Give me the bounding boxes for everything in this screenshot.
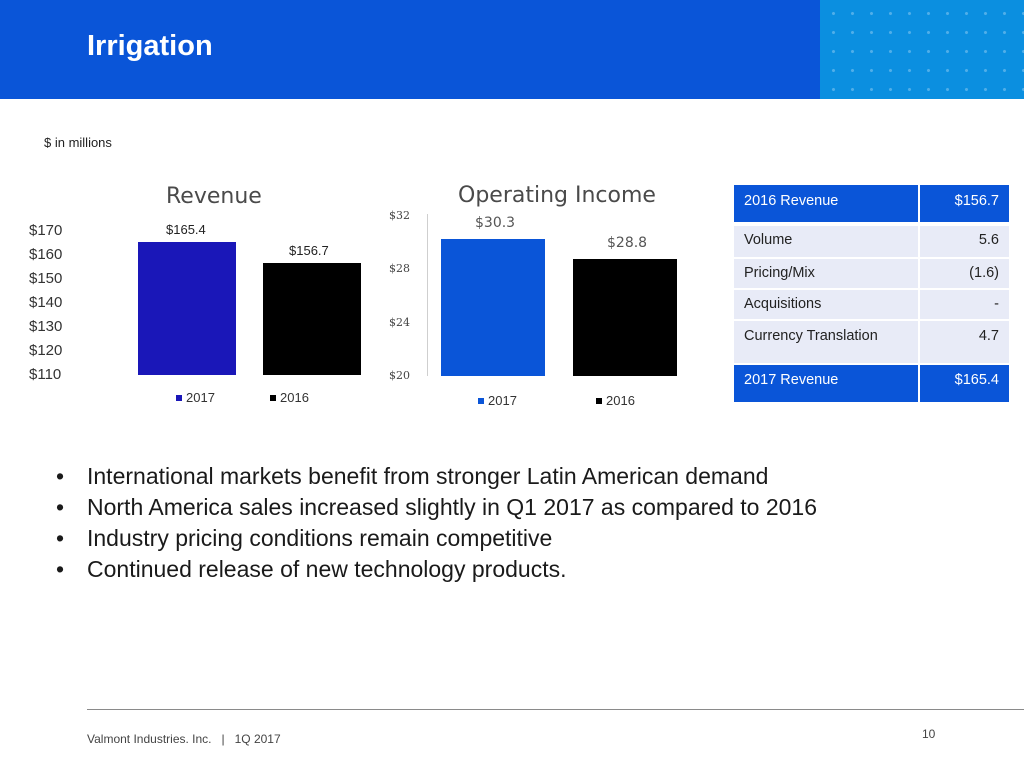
bridge-row: Pricing/Mix (1.6) bbox=[734, 259, 1009, 288]
units-note: $ in millions bbox=[44, 135, 112, 150]
bridge-row: Currency Translation 4.7 bbox=[734, 321, 1009, 363]
y-tick-label: $160 bbox=[29, 246, 63, 263]
revenue-chart-title: Revenue bbox=[166, 184, 262, 209]
y-tick-label: $24 bbox=[389, 315, 410, 329]
footer-company: Valmont Industries. Inc. | 1Q 2017 bbox=[87, 732, 281, 746]
bridge-start-value: $156.7 bbox=[920, 185, 1009, 222]
bridge-end-label: 2017 Revenue bbox=[734, 365, 918, 402]
bridge-item-value: 5.6 bbox=[920, 226, 1009, 257]
bridge-row-start: 2016 Revenue $156.7 bbox=[734, 185, 1009, 222]
bridge-item-label: Acquisitions bbox=[734, 290, 918, 319]
bridge-item-value: - bbox=[920, 290, 1009, 319]
legend-item-2016: 2016 bbox=[596, 393, 635, 408]
bridge-item-value: (1.6) bbox=[920, 259, 1009, 288]
data-label-2016: $28.8 bbox=[607, 234, 648, 251]
bridge-item-label: Pricing/Mix bbox=[734, 259, 918, 288]
bridge-end-value: $165.4 bbox=[920, 365, 1009, 402]
slide-title: Irrigation bbox=[87, 30, 213, 62]
revenue-bridge-table: 2016 Revenue $156.7 Volume 5.6 Pricing/M… bbox=[734, 185, 1009, 402]
y-tick-label: $140 bbox=[29, 294, 63, 311]
y-tick-label: $130 bbox=[29, 318, 63, 335]
bullet-item: Industry pricing conditions remain compe… bbox=[50, 523, 817, 554]
legend-item-2017: 2017 bbox=[176, 390, 215, 405]
legend-label: 2017 bbox=[488, 393, 517, 408]
page-number: 10 bbox=[922, 727, 936, 741]
y-tick-label: $28 bbox=[389, 262, 410, 276]
legend-label: 2017 bbox=[186, 390, 215, 405]
legend-label: 2016 bbox=[280, 390, 309, 405]
data-label-2016: $156.7 bbox=[289, 242, 329, 258]
y-tick-label: $110 bbox=[29, 366, 62, 383]
header-bar: Irrigation bbox=[0, 0, 1024, 99]
bar-2016 bbox=[573, 258, 677, 376]
legend-swatch bbox=[270, 394, 276, 401]
bridge-row: Acquisitions - bbox=[734, 290, 1009, 319]
bridge-item-label: Volume bbox=[734, 226, 918, 257]
legend-item-2017: 2017 bbox=[478, 393, 517, 408]
bridge-start-label: 2016 Revenue bbox=[734, 185, 918, 222]
data-label-2017: $30.3 bbox=[475, 214, 516, 231]
bar-2017 bbox=[441, 238, 545, 376]
legend-swatch bbox=[478, 397, 484, 404]
bar-2016 bbox=[263, 262, 361, 375]
bullet-item: North America sales increased slightly i… bbox=[50, 492, 817, 523]
bridge-item-value: 4.7 bbox=[920, 321, 1009, 363]
bridge-item-label: Currency Translation bbox=[734, 321, 918, 363]
y-tick-label: $32 bbox=[389, 209, 410, 222]
y-tick-label: $120 bbox=[29, 342, 63, 359]
y-tick-label: $170 bbox=[29, 222, 63, 239]
bar-2017 bbox=[138, 242, 236, 375]
data-label-2017: $165.4 bbox=[166, 222, 206, 238]
header-dot-pattern bbox=[820, 0, 1024, 99]
bridge-row-end: 2017 Revenue $165.4 bbox=[734, 365, 1009, 402]
bullet-item: Continued release of new technology prod… bbox=[50, 554, 817, 585]
bullet-list: International markets benefit from stron… bbox=[50, 461, 817, 585]
footer-divider bbox=[87, 709, 1024, 710]
legend-label: 2016 bbox=[606, 393, 635, 408]
operating-income-chart-title: Operating Income bbox=[458, 183, 656, 208]
y-tick-label: $20 bbox=[389, 369, 410, 382]
y-tick-label: $150 bbox=[29, 270, 63, 287]
bullet-item: International markets benefit from stron… bbox=[50, 461, 817, 492]
legend-item-2016: 2016 bbox=[270, 390, 309, 405]
legend-swatch bbox=[176, 394, 182, 401]
operating-income-y-axis bbox=[427, 214, 428, 376]
legend-swatch bbox=[596, 397, 602, 404]
bridge-row: Volume 5.6 bbox=[734, 226, 1009, 257]
